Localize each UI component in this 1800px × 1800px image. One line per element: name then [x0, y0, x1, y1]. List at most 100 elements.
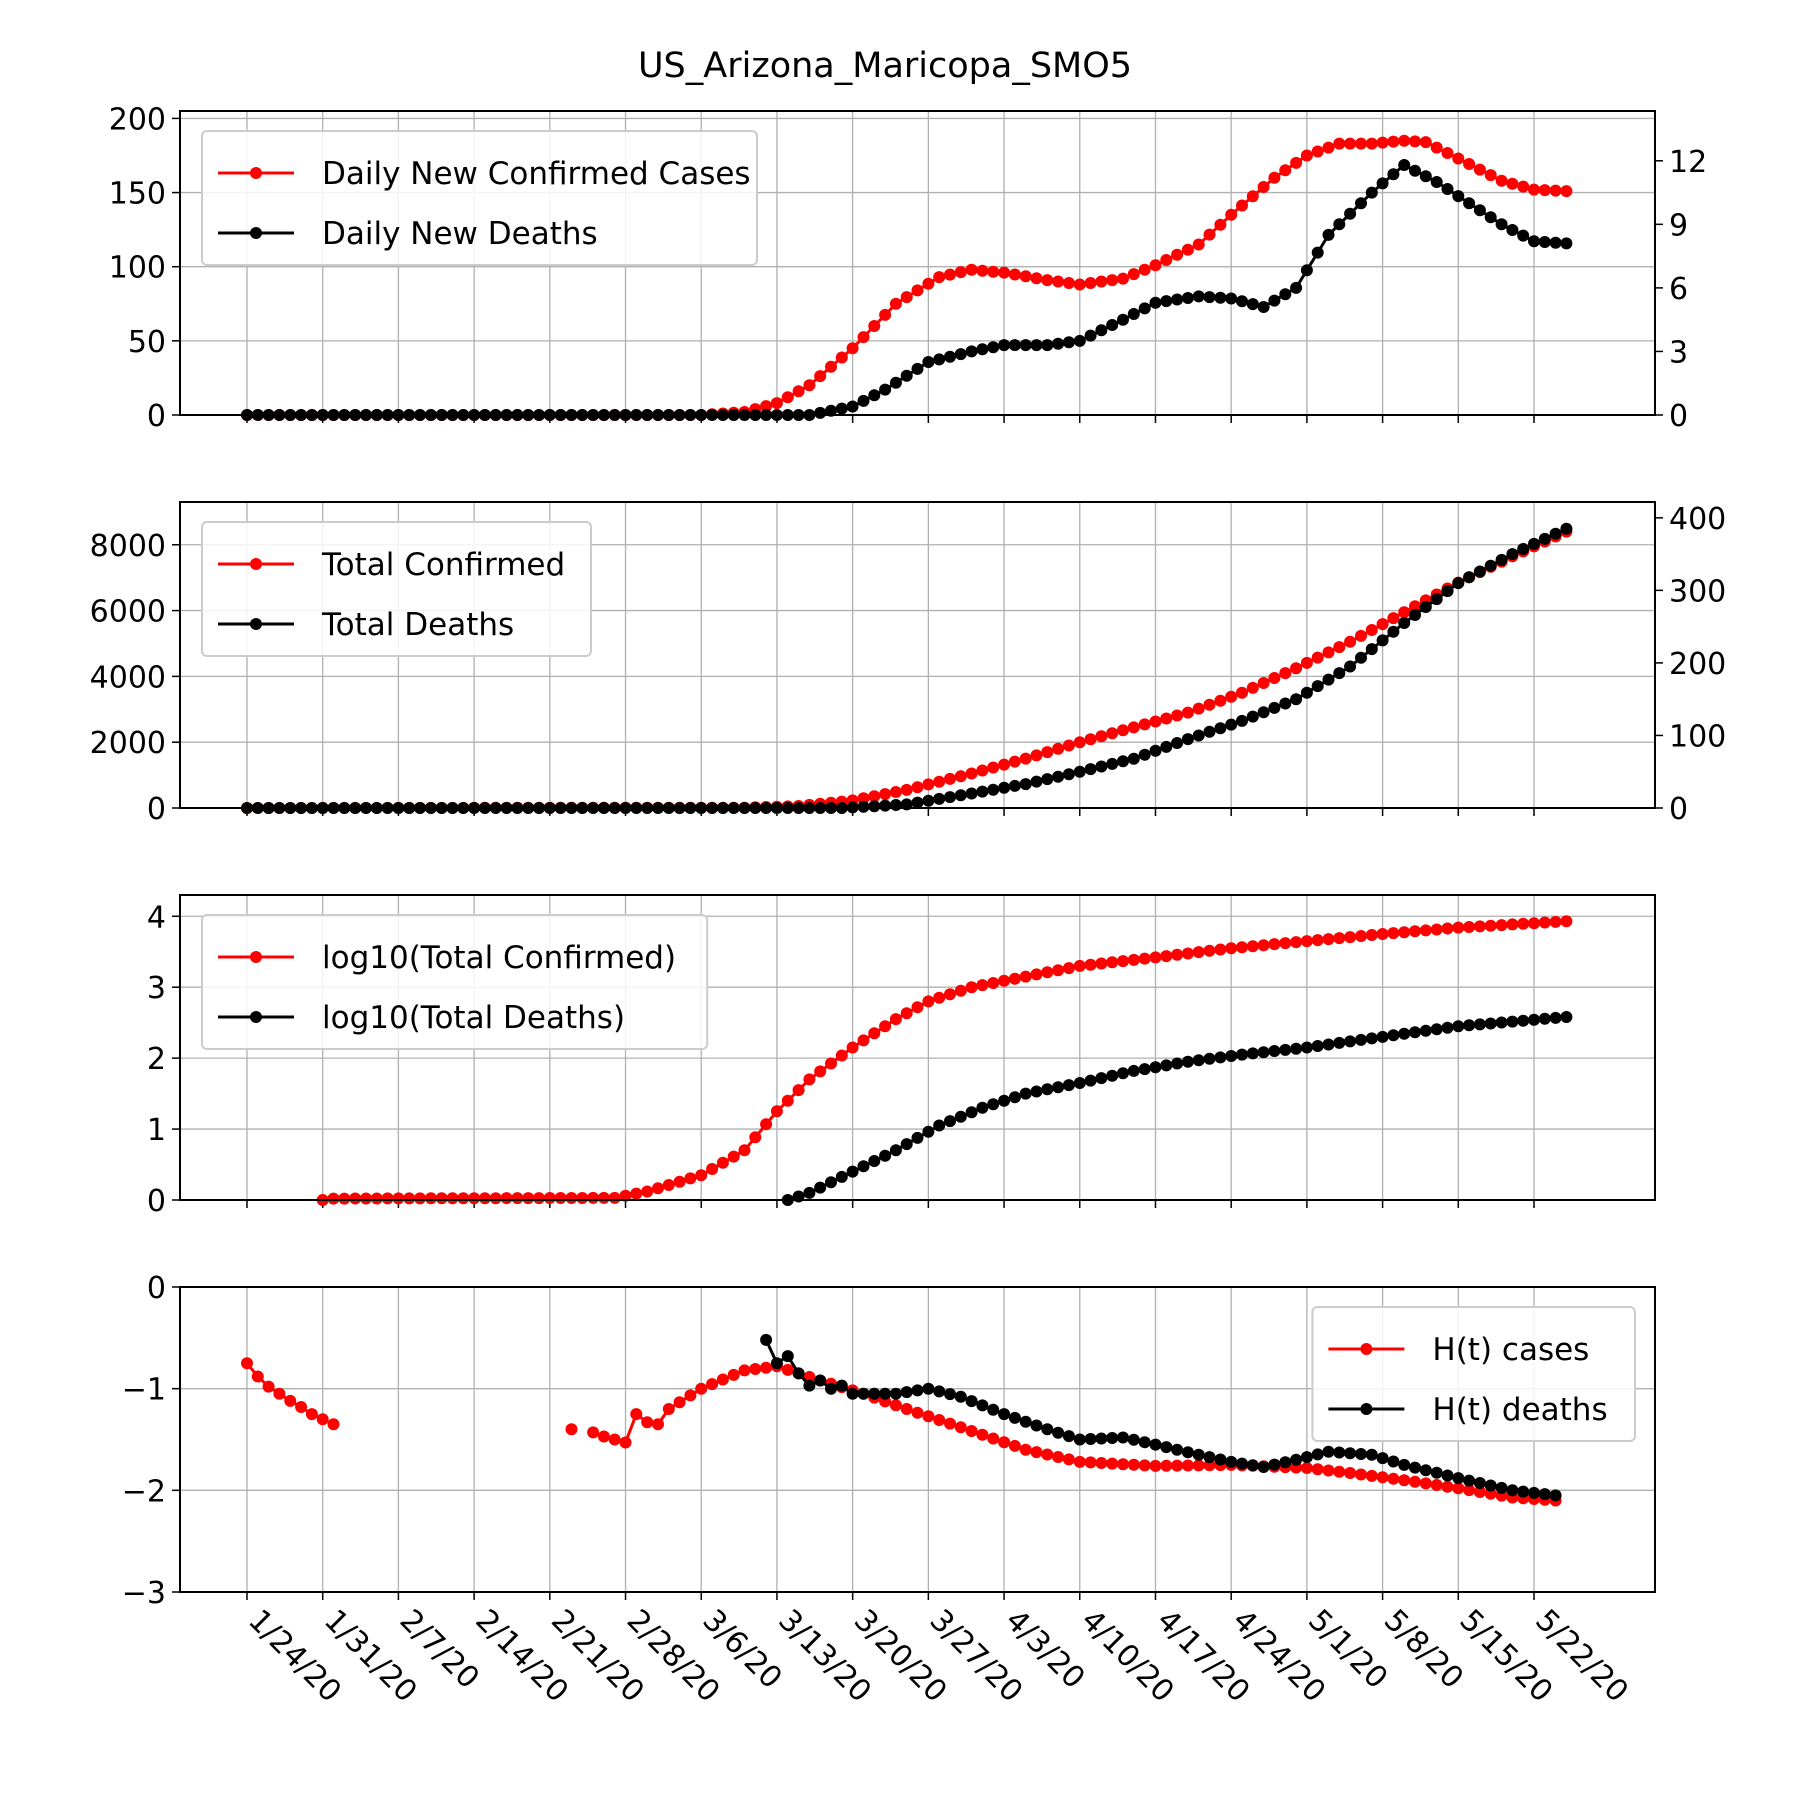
data-point [1181, 733, 1194, 746]
data-point [1473, 1018, 1486, 1031]
data-point [1387, 135, 1400, 148]
data-point [889, 786, 902, 798]
data-point [1214, 1051, 1227, 1064]
data-point [1127, 308, 1140, 320]
data-point [1344, 207, 1357, 220]
data-point [1149, 1459, 1162, 1472]
data-point [922, 778, 935, 791]
data-point [1279, 667, 1292, 680]
data-point [1192, 946, 1205, 959]
data-point [868, 389, 881, 402]
data-point [1549, 1011, 1562, 1024]
data-point [1322, 646, 1335, 659]
data-point [1052, 275, 1065, 288]
data-point [1290, 1042, 1303, 1055]
y-tick-label: 2 [147, 1042, 166, 1077]
data-point [1106, 1457, 1119, 1470]
data-point [435, 1192, 448, 1205]
data-point [1117, 1431, 1129, 1444]
legend-box [201, 130, 758, 266]
data-point [1214, 218, 1227, 231]
data-point [933, 1119, 946, 1132]
data-point [1344, 137, 1357, 150]
data-point [825, 1176, 837, 1189]
data-point [868, 790, 881, 803]
data-point [781, 1363, 794, 1376]
data-point [922, 1382, 935, 1395]
data-point [900, 369, 913, 382]
legend-marker [1360, 1403, 1373, 1415]
data-point [1409, 609, 1421, 621]
data-point [1117, 724, 1129, 737]
data-point [1257, 301, 1270, 313]
data-point [1095, 730, 1108, 743]
data-point [1290, 156, 1303, 169]
data-point [1528, 235, 1540, 248]
data-point [1441, 1480, 1454, 1493]
data-point [565, 1423, 578, 1436]
data-point [706, 1378, 719, 1391]
data-point [1117, 1458, 1129, 1471]
data-point [1560, 915, 1573, 928]
data-point [1300, 264, 1313, 277]
legend-label: Daily New Deaths [322, 216, 598, 252]
data-point [749, 1131, 762, 1144]
data-point [1344, 635, 1357, 648]
data-point [738, 1144, 751, 1157]
data-point [814, 1181, 827, 1194]
data-point [1181, 947, 1194, 960]
data-point [1041, 1423, 1054, 1436]
data-point [1127, 268, 1140, 281]
data-point [1084, 1433, 1097, 1445]
data-point [835, 402, 848, 415]
data-point [814, 406, 827, 419]
data-point [965, 767, 978, 780]
data-point [630, 1408, 643, 1421]
data-point [1268, 672, 1281, 684]
y2-tick-label: 400 [1669, 502, 1726, 537]
data-point [1311, 1040, 1324, 1052]
data-point [1430, 1479, 1443, 1491]
data-point [1052, 1451, 1065, 1463]
data-point [241, 1357, 253, 1370]
data-point [1236, 941, 1248, 954]
data-point [1127, 953, 1140, 966]
data-point [976, 343, 989, 356]
data-point [1052, 337, 1065, 350]
data-point [1073, 334, 1086, 347]
data-point [1095, 1432, 1108, 1445]
data-point [1484, 919, 1497, 932]
data-point [1106, 319, 1119, 331]
data-point [716, 1373, 729, 1386]
data-point [1052, 964, 1065, 977]
data-point [1095, 1457, 1108, 1469]
data-point [1398, 617, 1411, 629]
data-point [1214, 943, 1227, 956]
data-point [1181, 1459, 1194, 1472]
y2-tick-label: 0 [1669, 792, 1688, 827]
data-point [295, 1401, 308, 1413]
data-point [1387, 1455, 1400, 1468]
data-point [1192, 1459, 1205, 1472]
data-point [1127, 1433, 1140, 1446]
data-point [835, 1379, 848, 1392]
data-point [1268, 294, 1281, 307]
legend-label: log10(Total Confirmed) [322, 940, 676, 976]
y2-tick-label: 6 [1669, 272, 1688, 307]
data-point [857, 1160, 870, 1173]
data-point [1473, 163, 1486, 176]
data-point [900, 1138, 913, 1151]
data-point [998, 1408, 1011, 1421]
data-point [889, 297, 902, 310]
data-point [338, 1192, 351, 1205]
data-point [1549, 184, 1562, 197]
data-point [781, 391, 794, 404]
data-point [1290, 1453, 1303, 1466]
data-point [1203, 698, 1216, 711]
data-point [641, 1416, 654, 1429]
y-tick-label: 4000 [90, 660, 166, 695]
data-point [1236, 199, 1248, 212]
series-line [787, 1015, 1567, 1202]
data-point [738, 1364, 751, 1377]
data-point [1171, 948, 1184, 961]
